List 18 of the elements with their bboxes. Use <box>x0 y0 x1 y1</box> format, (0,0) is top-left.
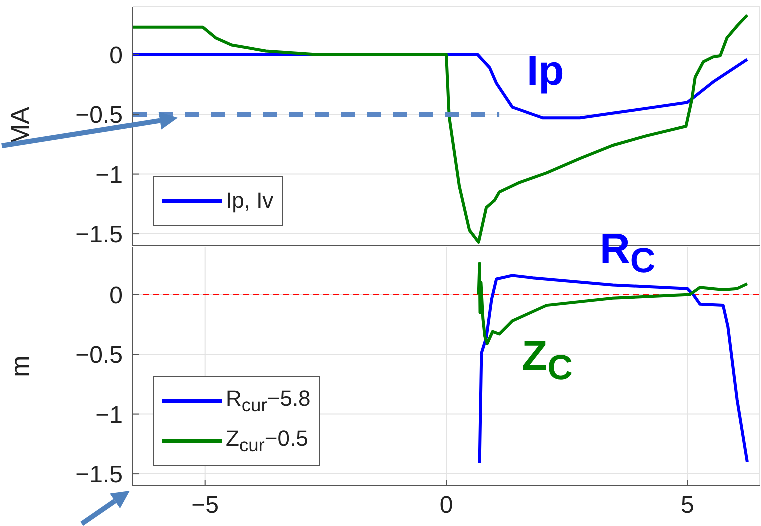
x-tick-label: −5 <box>192 492 220 520</box>
legend-label: Ip, Iv <box>226 188 274 214</box>
y-tick-label: −1 <box>96 402 123 429</box>
y-tick-label: 0 <box>110 282 123 310</box>
annotation: Z$_{C}$ <box>522 332 573 388</box>
y-tick-label: −0.5 <box>76 342 123 370</box>
x-tick-label: 5 <box>680 492 694 520</box>
y-tick-label: −0.5 <box>76 102 123 130</box>
legend-label: R$_{cur}$−5.8 <box>226 386 311 416</box>
line-series <box>478 274 749 465</box>
x-tick-label: 0 <box>440 492 454 520</box>
y-tick-label: 0 <box>110 42 123 70</box>
y-axis-title: m <box>5 356 36 378</box>
legend-label: Z$_{cur}$−0.5 <box>226 426 308 456</box>
y-tick-label: −1 <box>96 162 123 189</box>
y-tick-label: −1.5 <box>76 222 123 249</box>
y-tick-label: −1.5 <box>76 462 123 489</box>
annotation: Ip <box>527 47 564 94</box>
